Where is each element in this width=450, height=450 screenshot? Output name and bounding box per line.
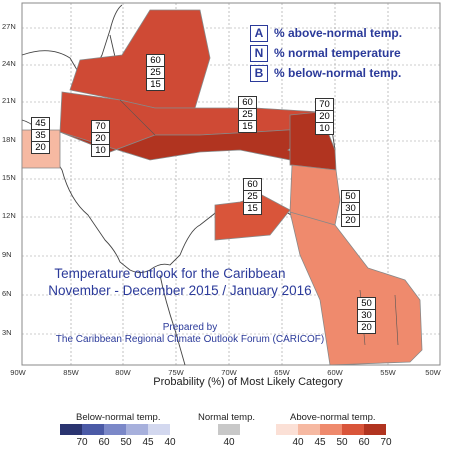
- below-normal-swatch: [104, 424, 126, 435]
- above-normal-tick: 70: [380, 437, 392, 448]
- region-guianas: [289, 211, 423, 366]
- above-normal-swatch: [320, 424, 342, 435]
- probability-box: 60 25 15: [146, 54, 165, 91]
- above-normal-tick: 50: [336, 437, 348, 448]
- prepared-by: Prepared by: [162, 322, 218, 333]
- below-normal-swatch: [60, 424, 82, 435]
- lon-label: 50W: [425, 368, 441, 377]
- normal-value: 35: [32, 130, 49, 142]
- legend-key-letter: B: [250, 64, 268, 82]
- normal-value: 20: [92, 133, 109, 145]
- below-normal-tick: 45: [142, 437, 154, 448]
- above-value: 70: [92, 121, 109, 133]
- normal-value: 30: [358, 310, 375, 322]
- probability-box: 45 35 20: [31, 117, 50, 154]
- probability-box: 70 20 10: [315, 98, 334, 135]
- lon-label: 60W: [327, 368, 343, 377]
- region-cuba-north: [69, 9, 211, 109]
- probability-box: 70 20 10: [91, 120, 110, 157]
- normal-swatch: [218, 424, 240, 435]
- legend-key-text: % normal temperature: [274, 46, 401, 60]
- legend-row-below: B % below-normal temp.: [250, 64, 401, 82]
- lon-label: 75W: [168, 368, 184, 377]
- normal-label: Normal temp.: [198, 412, 256, 423]
- normal-value: 30: [342, 203, 359, 215]
- below-normal-swatch: [82, 424, 104, 435]
- above-value: 60: [244, 179, 261, 191]
- map-title-line2: November - December 2015 / January 2016: [48, 283, 312, 298]
- legend-key-text: % above-normal temp.: [274, 26, 403, 40]
- lon-label: 55W: [380, 368, 396, 377]
- below-normal-label: Below-normal temp.: [76, 412, 161, 423]
- above-value: 45: [32, 118, 49, 130]
- below-normal-tick: 60: [98, 437, 110, 448]
- legend-row-normal: N % normal temperature: [250, 44, 401, 62]
- probability-box: 50 30 20: [357, 297, 376, 334]
- normal-tick: 40: [223, 437, 235, 448]
- above-normal-tick: 45: [314, 437, 326, 448]
- below-normal-swatch: [126, 424, 148, 435]
- legend-row-above: A % above-normal temp.: [250, 24, 402, 42]
- lon-label: 90W: [10, 368, 26, 377]
- below-normal-tick: 50: [120, 437, 132, 448]
- forum-name: The Caribbean Regional Climate Outlook F…: [55, 334, 325, 345]
- above-normal-swatch: [342, 424, 364, 435]
- below-value: 15: [150, 79, 161, 90]
- lon-label: 85W: [63, 368, 79, 377]
- lat-label: 24N: [2, 59, 16, 68]
- below-value: 20: [35, 142, 46, 153]
- legend-key-letter: A: [250, 24, 268, 42]
- above-normal-tick: 60: [358, 437, 370, 448]
- probability-box: 50 30 20: [341, 190, 360, 227]
- probability-box: 60 25 15: [243, 178, 262, 215]
- above-normal-label: Above-normal temp.: [290, 412, 376, 423]
- below-normal-swatch: [148, 424, 170, 435]
- above-normal-swatch: [364, 424, 386, 435]
- above-normal-tick: 40: [292, 437, 304, 448]
- above-normal-swatch: [298, 424, 320, 435]
- normal-value: 25: [147, 67, 164, 79]
- above-value: 50: [342, 191, 359, 203]
- below-normal-tick: 70: [76, 437, 88, 448]
- normal-value: 25: [244, 191, 261, 203]
- above-normal-swatch: [276, 424, 298, 435]
- lon-label: 80W: [115, 368, 131, 377]
- lat-label: 3N: [2, 328, 12, 337]
- normal-value: 20: [316, 111, 333, 123]
- probability-box: 60 25 15: [238, 96, 257, 133]
- colorbar-title: Probability (%) of Most Likely Category: [153, 376, 343, 388]
- above-value: 60: [147, 55, 164, 67]
- below-value: 20: [345, 215, 356, 226]
- below-value: 15: [242, 121, 253, 132]
- lat-label: 12N: [2, 211, 16, 220]
- above-value: 70: [316, 99, 333, 111]
- map-title-line1: Temperature outlook for the Caribbean: [54, 266, 286, 281]
- lon-label: 65W: [274, 368, 290, 377]
- above-value: 60: [239, 97, 256, 109]
- below-normal-tick: 40: [164, 437, 176, 448]
- legend-key-letter: N: [250, 44, 268, 62]
- lat-label: 18N: [2, 135, 16, 144]
- below-value: 10: [319, 123, 330, 134]
- lon-label: 70W: [221, 368, 237, 377]
- lat-label: 15N: [2, 173, 16, 182]
- below-value: 10: [95, 145, 106, 156]
- legend-key-text: % below-normal temp.: [274, 66, 402, 80]
- normal-value: 25: [239, 109, 256, 121]
- lat-label: 21N: [2, 96, 16, 105]
- lat-label: 27N: [2, 22, 16, 31]
- above-value: 50: [358, 298, 375, 310]
- lat-label: 9N: [2, 250, 12, 259]
- below-value: 15: [247, 203, 258, 214]
- lat-label: 6N: [2, 289, 12, 298]
- below-value: 20: [361, 322, 372, 333]
